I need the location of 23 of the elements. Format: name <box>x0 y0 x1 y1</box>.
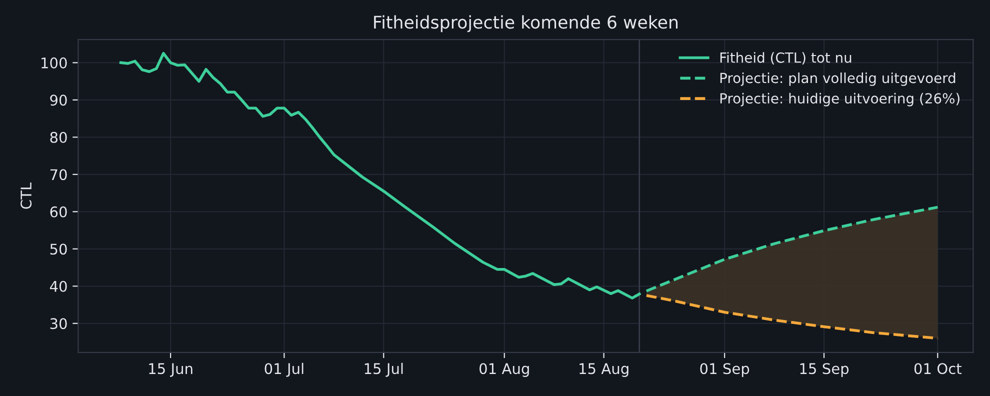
y-tick-label: 30 <box>50 318 67 330</box>
y-tick-label: 50 <box>50 244 67 255</box>
y-tick-label: 90 <box>50 94 67 106</box>
x-tick-label: 15 Aug <box>580 363 628 377</box>
legend-label: Fitheid (CTL) tot nu <box>720 52 852 64</box>
x-tick-label: 01 Jul <box>264 362 304 377</box>
line-series <box>119 52 641 300</box>
y-tick-label: 80 <box>50 132 67 143</box>
y-tick-label: 100 <box>42 57 67 68</box>
y-tick-label: 60 <box>50 206 67 218</box>
legend-label: Projectie: huidige uitvoering (26%) <box>720 92 960 106</box>
y-axis-title: CTL <box>20 182 32 209</box>
x-tick-label: 15 Sep <box>800 363 849 377</box>
line-series <box>645 206 940 292</box>
x-tick-label: 15 Jun <box>149 363 192 377</box>
legend-label: Projectie: plan volledig uitgevoerd <box>720 72 956 86</box>
x-tick-label: 01 Oct <box>914 363 962 374</box>
chart-title: Fitheidsprojectie komende 6 weken <box>374 15 678 32</box>
x-tick-label: 01 Aug <box>480 363 529 377</box>
x-tick-label: 01 Sep <box>700 363 750 377</box>
y-tick-label: 70 <box>50 169 67 180</box>
x-tick-label: 15 Jul <box>364 362 403 377</box>
y-tick-label: 40 <box>50 280 67 292</box>
